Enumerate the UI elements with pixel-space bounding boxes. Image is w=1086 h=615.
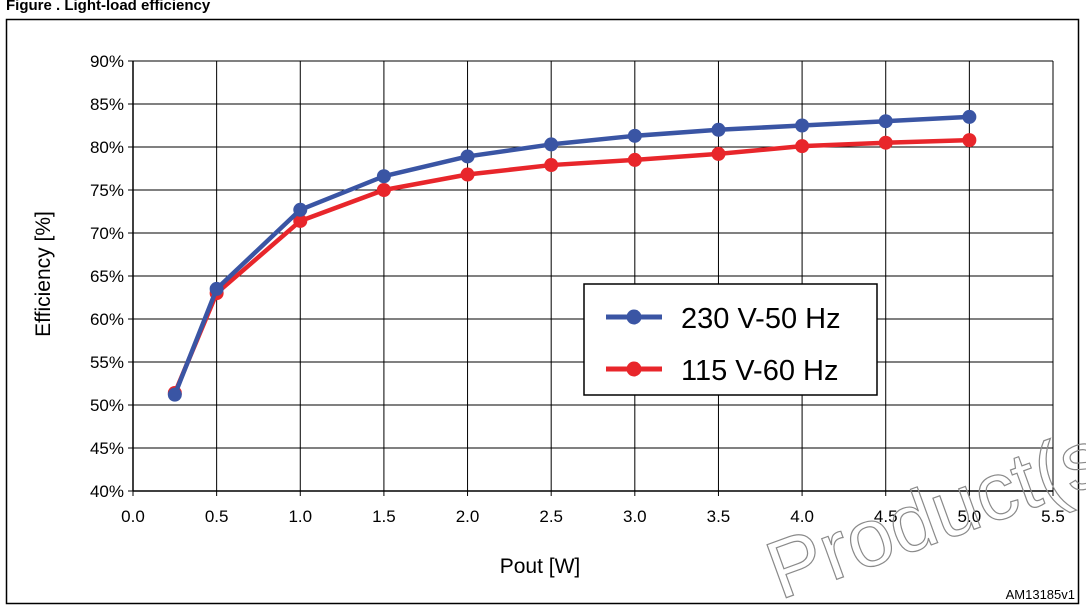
data-point-115v bbox=[544, 158, 559, 173]
x-tick-label: 4.5 bbox=[874, 507, 898, 526]
legend-box bbox=[583, 283, 878, 396]
plot-axes: 40% 45% 50% 55% 60% 65% 70% 75% 80% 85% 90% 0.0 0.5 1… bbox=[90, 52, 1065, 526]
data-point-230v bbox=[544, 137, 559, 152]
x-axis-label: Pout [W] bbox=[500, 555, 581, 578]
data-point-230v bbox=[962, 109, 977, 124]
data-point-115v bbox=[627, 152, 642, 167]
series-layer bbox=[167, 109, 977, 402]
y-tick-label: 65% bbox=[90, 267, 124, 286]
legend-label-230v: 230 V-50 Hz bbox=[681, 303, 841, 335]
figure-code: AM13185v1 bbox=[1006, 587, 1075, 602]
y-tick-label: 70% bbox=[90, 224, 124, 243]
x-tick-label: 2.0 bbox=[456, 507, 480, 526]
data-point-230v bbox=[711, 122, 726, 137]
y-tick-label: 90% bbox=[90, 52, 124, 71]
legend: 230 V-50 Hz 115 V-60 Hz bbox=[583, 283, 878, 396]
x-tick-label: 0.0 bbox=[121, 507, 145, 526]
data-point-230v bbox=[293, 202, 308, 217]
data-point-115v bbox=[460, 167, 475, 182]
x-tick-label: 5.5 bbox=[1041, 507, 1065, 526]
data-point-230v bbox=[376, 169, 391, 184]
x-tick-label: 3.5 bbox=[707, 507, 731, 526]
x-tick-label: 1.0 bbox=[288, 507, 312, 526]
data-point-115v bbox=[878, 135, 893, 150]
data-point-230v bbox=[209, 281, 224, 296]
y-tick-label: 40% bbox=[90, 482, 124, 501]
data-point-230v bbox=[167, 387, 182, 402]
y-tick-label: 45% bbox=[90, 439, 124, 458]
figure-border bbox=[5, 18, 1080, 605]
x-tick-label: 4.0 bbox=[790, 507, 814, 526]
legend-marker-115v bbox=[626, 361, 642, 377]
y-tick-label: 50% bbox=[90, 396, 124, 415]
legend-label-115v: 115 V-60 Hz bbox=[681, 355, 838, 387]
x-tick-label: 0.5 bbox=[205, 507, 229, 526]
data-point-230v bbox=[795, 118, 810, 133]
data-point-230v bbox=[627, 128, 642, 143]
y-tick-label: 85% bbox=[90, 95, 124, 114]
data-point-115v bbox=[962, 133, 977, 148]
data-point-115v bbox=[376, 183, 391, 197]
y-axis-label: Efficiency [%] bbox=[32, 211, 55, 337]
y-tick-label: 80% bbox=[90, 138, 124, 157]
legend-marker-230v bbox=[626, 309, 642, 325]
figure-header: Figure . Light-load efficiency bbox=[6, 0, 211, 14]
data-point-230v bbox=[460, 149, 475, 164]
x-tick-label: 1.5 bbox=[372, 507, 396, 526]
x-tick-label: 2.5 bbox=[539, 507, 563, 526]
data-point-115v bbox=[795, 139, 810, 154]
data-point-115v bbox=[711, 146, 726, 161]
data-point-230v bbox=[878, 114, 893, 129]
data-point-115v bbox=[293, 213, 308, 228]
y-tick-label: 60% bbox=[90, 310, 124, 329]
x-tick-label: 5.0 bbox=[958, 507, 982, 526]
x-tick-label: 3.0 bbox=[623, 507, 647, 526]
y-tick-label: 75% bbox=[90, 181, 124, 200]
y-tick-label: 55% bbox=[90, 353, 124, 372]
